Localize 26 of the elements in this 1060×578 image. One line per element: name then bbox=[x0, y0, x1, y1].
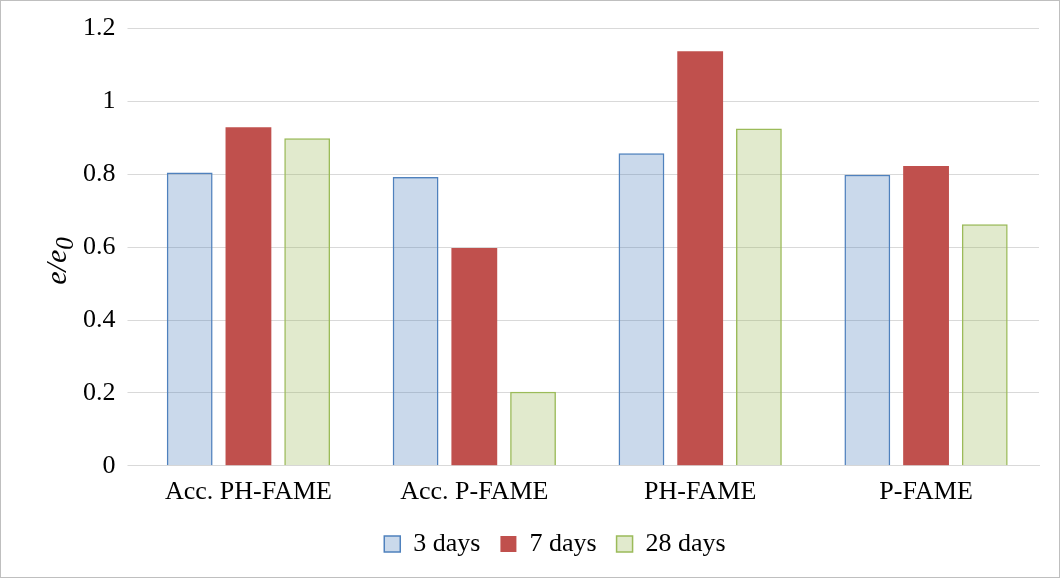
bar bbox=[451, 247, 498, 466]
bar bbox=[961, 224, 1008, 466]
y-tick-label: 1 bbox=[102, 85, 116, 115]
y-tick-label: 0.4 bbox=[83, 303, 116, 333]
bar bbox=[677, 51, 724, 466]
x-tick-label: PH-FAME bbox=[644, 476, 757, 506]
y-tick-label: 0.6 bbox=[83, 231, 116, 261]
bar bbox=[510, 391, 556, 466]
legend-label: 7 days bbox=[529, 527, 597, 557]
bar bbox=[166, 172, 213, 466]
bar bbox=[392, 176, 439, 466]
bar bbox=[844, 174, 891, 466]
y-tick-label: 0.2 bbox=[83, 376, 116, 406]
bar bbox=[736, 128, 782, 466]
y-tick-label: 0.8 bbox=[83, 158, 116, 188]
legend-label: 28 days bbox=[645, 527, 726, 557]
bar bbox=[225, 127, 272, 466]
x-tick-label: Acc. P-FAME bbox=[400, 476, 549, 506]
y-tick-label: 0 bbox=[102, 449, 116, 479]
bar bbox=[903, 165, 949, 466]
x-tick-label: P-FAME bbox=[879, 476, 973, 506]
y-tick-label: 1.2 bbox=[83, 12, 116, 42]
bar bbox=[284, 138, 331, 466]
legend-label: 3 days bbox=[413, 527, 481, 557]
bar bbox=[618, 153, 665, 466]
x-tick-label: Acc. PH-FAME bbox=[164, 476, 332, 506]
